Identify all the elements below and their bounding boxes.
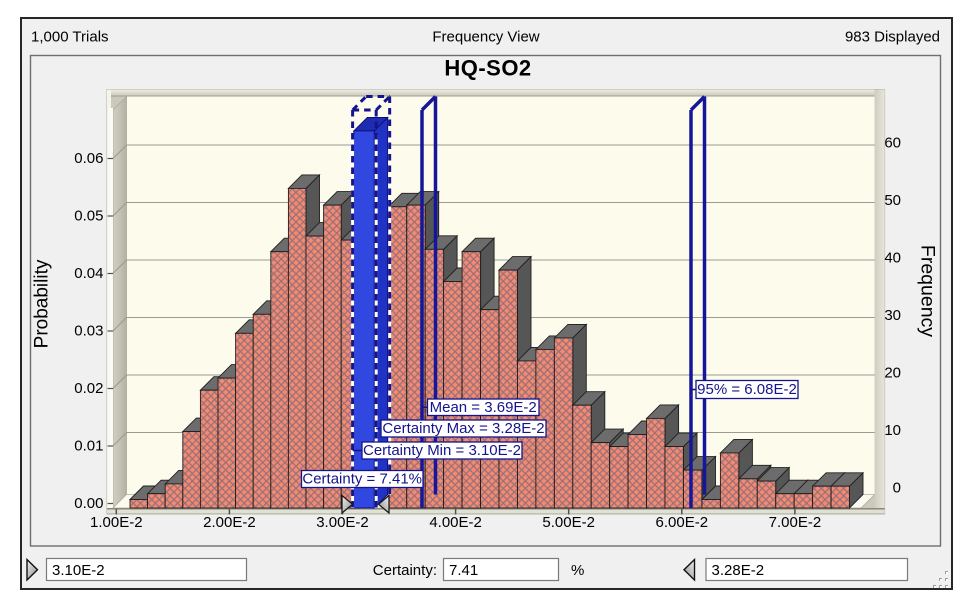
- svg-text:3.00E-2: 3.00E-2: [316, 514, 369, 531]
- svg-text:Certainty Max = 3.28E-2: Certainty Max = 3.28E-2: [382, 420, 544, 437]
- svg-text:1,000 Trials: 1,000 Trials: [31, 29, 109, 46]
- svg-text:30: 30: [884, 307, 901, 324]
- svg-text:7.41: 7.41: [449, 562, 478, 579]
- svg-text:95% = 6.08E-2: 95% = 6.08E-2: [697, 381, 797, 398]
- svg-text:0.03: 0.03: [74, 323, 103, 340]
- svg-text:20: 20: [884, 365, 901, 382]
- svg-text:50: 50: [884, 192, 901, 209]
- svg-text:3.10E-2: 3.10E-2: [52, 562, 105, 579]
- svg-text:7.00E-2: 7.00E-2: [769, 514, 822, 531]
- svg-text:40: 40: [884, 250, 901, 267]
- svg-text:Mean = 3.69E-2: Mean = 3.69E-2: [430, 399, 537, 416]
- svg-text:HQ-SO2: HQ-SO2: [444, 56, 531, 81]
- svg-text:2.00E-2: 2.00E-2: [203, 514, 256, 531]
- svg-text:Frequency: Frequency: [917, 245, 939, 337]
- svg-text:0.00: 0.00: [74, 495, 103, 512]
- svg-text:1.00E-2: 1.00E-2: [90, 514, 143, 531]
- svg-text:0: 0: [893, 480, 901, 497]
- svg-text:0.06: 0.06: [74, 150, 103, 167]
- svg-text:Certainty:: Certainty:: [373, 562, 437, 579]
- svg-text:0.05: 0.05: [74, 208, 103, 225]
- svg-text:0.04: 0.04: [74, 265, 103, 282]
- svg-text:983 Displayed: 983 Displayed: [845, 29, 940, 46]
- svg-text:Probability: Probability: [32, 259, 53, 348]
- svg-text:3.28E-2: 3.28E-2: [712, 562, 765, 579]
- svg-text:%: %: [571, 562, 584, 579]
- svg-text:Certainty Min = 3.10E-2: Certainty Min = 3.10E-2: [363, 442, 521, 459]
- svg-text:Frequency View: Frequency View: [432, 29, 539, 46]
- svg-text:Certainty = 7.41%: Certainty = 7.41%: [302, 471, 422, 488]
- svg-text:5.00E-2: 5.00E-2: [542, 514, 595, 531]
- svg-text:10: 10: [884, 422, 901, 439]
- svg-text:6.00E-2: 6.00E-2: [656, 514, 709, 531]
- svg-text:0.02: 0.02: [74, 380, 103, 397]
- svg-text:0.01: 0.01: [74, 438, 103, 455]
- svg-text:60: 60: [884, 135, 901, 152]
- svg-text:4.00E-2: 4.00E-2: [429, 514, 482, 531]
